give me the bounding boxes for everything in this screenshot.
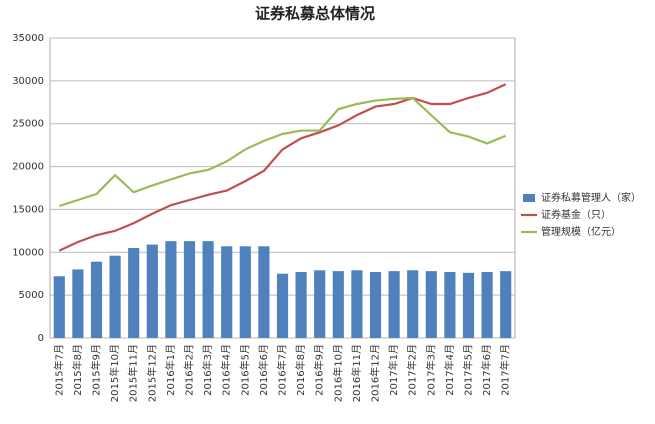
bar [369,272,382,338]
x-tick-label: 2017年1月 [387,344,400,396]
x-tick-label: 2016年4月 [220,344,233,396]
x-tick-label: 2016年2月 [183,344,196,396]
y-tick-label: 30000 [12,76,44,87]
y-tick-label: 20000 [12,162,44,173]
x-tick-label: 2015年11月 [127,344,140,402]
x-tick-label: 2015年12月 [145,344,158,402]
x-tick-label: 2016年10月 [331,344,344,402]
legend-label: 证券私募管理人（家） [541,191,641,204]
x-tick-label: 2015年9月 [90,344,103,396]
bar [183,241,196,338]
x-tick-label: 2016年1月 [164,344,177,396]
bar [109,255,121,338]
y-tick-label: 10000 [12,247,44,258]
x-tick-label: 2016年6月 [257,344,270,396]
bar [407,270,419,338]
x-tick-label: 2015年8月 [71,344,84,396]
x-tick-label: 2016年9月 [313,344,326,396]
x-tick-label: 2017年6月 [480,344,493,396]
y-tick-label: 35000 [12,33,44,44]
bar [481,272,493,338]
x-tick-label: 2016年5月 [238,344,251,396]
bar [258,246,270,338]
bar [351,270,363,338]
y-tick-label: 25000 [12,119,44,130]
bar [53,276,65,338]
bar [276,273,289,338]
bar [425,271,437,338]
x-tick-label: 2016年12月 [369,344,382,402]
legend-label: 证券基金（只） [541,208,611,221]
bar [462,272,475,338]
x-tick-label: 2017年4月 [443,344,456,396]
x-tick-label: 2016年3月 [201,344,214,396]
x-tick-label: 2017年3月 [424,344,437,396]
bar [388,271,400,338]
x-tick-label: 2017年5月 [462,344,475,396]
bar [500,271,512,338]
x-tick-label: 2015年10月 [108,344,121,402]
x-tick-label: 2016年11月 [350,344,363,402]
bar [221,246,233,338]
bar [202,241,214,338]
bar [295,272,307,338]
y-tick-label: 5000 [19,290,44,301]
line [58,96,507,208]
legend-swatch [523,194,535,202]
bar [72,269,84,338]
y-tick-label: 15000 [12,204,44,215]
legend-label: 管理规模（亿元） [541,225,621,238]
x-tick-label: 2016年8月 [294,344,307,396]
y-tick-label: 0 [38,333,44,344]
bar [128,248,140,338]
bar [90,261,103,338]
bar [239,246,251,338]
bar [314,270,326,338]
x-tick-label: 2015年7月 [52,344,65,396]
bar [444,272,456,338]
chart-title: 证券私募总体情况 [255,5,375,23]
line [58,83,507,252]
bar [146,244,158,338]
bar [332,271,344,338]
x-tick-label: 2016年7月 [276,344,289,396]
x-tick-label: 2017年7月 [499,344,512,396]
bar [165,241,177,338]
x-tick-label: 2017年2月 [406,344,419,396]
